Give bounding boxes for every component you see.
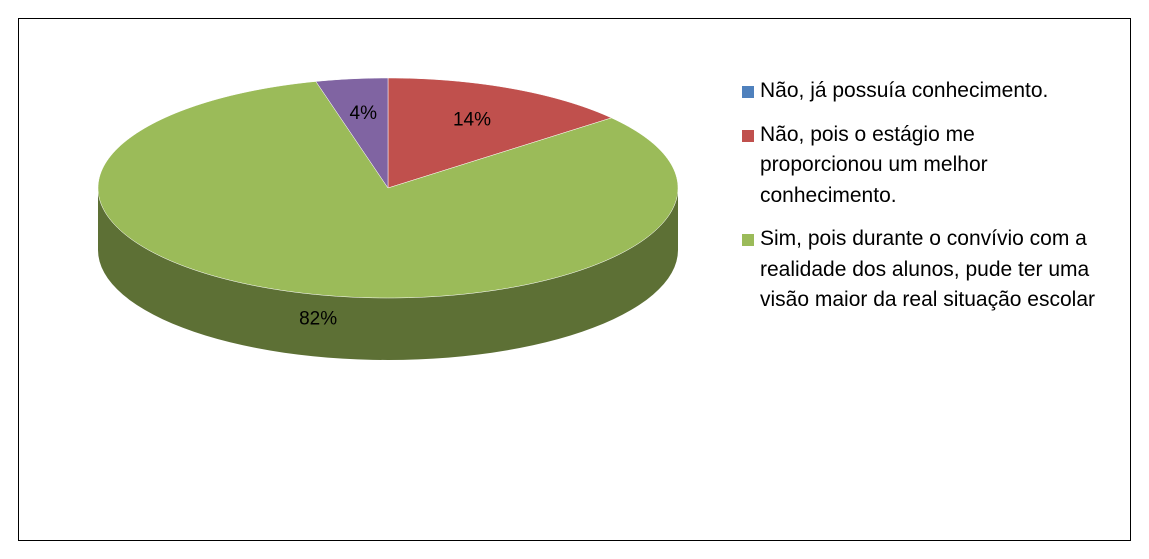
legend-label: Não, pois o estágio me proporcionou um m… <box>760 122 988 207</box>
legend-item: Sim, pois durante o convívio com a reali… <box>742 224 1102 316</box>
data-labels: 14% 82% 4% <box>299 103 491 330</box>
data-label: 4% <box>350 103 378 124</box>
pie <box>97 77 679 360</box>
slice-side <box>98 188 678 360</box>
slice <box>315 77 389 189</box>
slice <box>97 81 679 299</box>
data-label: 82% <box>299 309 337 330</box>
data-label: 14% <box>453 109 491 130</box>
legend-label: Sim, pois durante o convívio com a reali… <box>760 227 1095 311</box>
legend-swatch <box>742 234 754 246</box>
legend: Não, já possuía conhecimento. Não, pois o… <box>742 76 1102 329</box>
legend-label: Não, já possuía conhecimento. <box>760 79 1049 102</box>
legend-swatch <box>742 86 754 98</box>
slice <box>387 77 613 189</box>
legend-swatch <box>742 129 754 142</box>
legend-item: Não, pois o estágio me proporcionou um m… <box>742 120 1102 212</box>
legend-item: Não, já possuía conhecimento. <box>742 76 1102 107</box>
